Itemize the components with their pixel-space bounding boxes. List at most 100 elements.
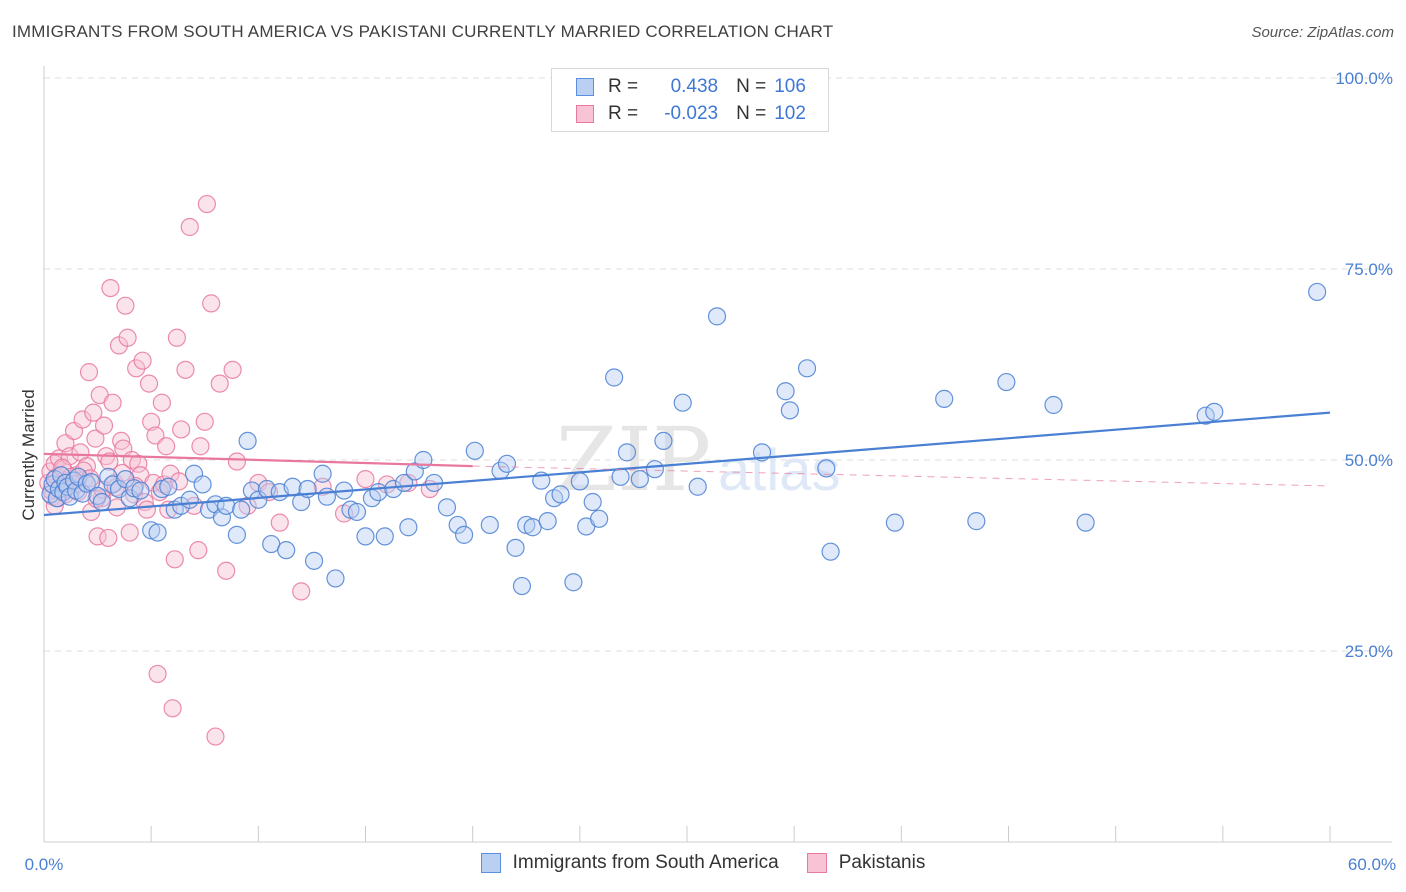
point-pakistanis [163, 699, 182, 718]
point-south-america [347, 502, 367, 522]
point-pakistanis [73, 410, 92, 429]
point-pakistanis [127, 359, 146, 378]
point-south-america [480, 515, 499, 535]
point-south-america [375, 527, 394, 546]
legend-label: Pakistanis [838, 852, 926, 873]
watermark-atlas: atlas [718, 438, 841, 503]
x-tick-label: 60.0% [1348, 855, 1396, 874]
stats-row-south-america: R = 0.438 N = 106 [576, 74, 806, 100]
point-pakistanis [139, 374, 159, 393]
point-south-america [506, 538, 525, 557]
chart-title: IMMIGRANTS FROM SOUTH AMERICA VS PAKISTA… [12, 22, 834, 41]
point-south-america [997, 372, 1016, 392]
point-pakistanis [118, 328, 137, 347]
legend-swatch-south-america [480, 853, 501, 873]
tick-labels: 25.0% 50.0% 75.0% 100.0% 0.0% 60.0% [25, 69, 1396, 874]
point-south-america [148, 523, 167, 542]
point-pakistanis [99, 528, 118, 548]
point-south-america [313, 464, 332, 483]
legend-item-pakistanis[interactable]: Pakistanis [806, 852, 926, 874]
point-pakistanis [189, 541, 208, 560]
point-south-america [821, 542, 840, 561]
legend-item-south-america[interactable]: Immigrants from South America [480, 852, 779, 874]
stats-swatch-pakistanis [576, 105, 594, 123]
point-pakistanis [210, 374, 229, 393]
point-south-america [399, 518, 418, 537]
point-pakistanis [103, 393, 122, 412]
point-south-america [583, 492, 602, 512]
point-pakistanis [197, 194, 216, 214]
point-south-america [605, 368, 624, 387]
stats-row-pakistanis: R = -0.023 N = 102 [576, 101, 806, 127]
point-south-america [817, 459, 836, 478]
point-south-america [654, 431, 673, 450]
point-south-america [551, 485, 570, 504]
point-pakistanis [157, 437, 176, 456]
point-pakistanis [120, 523, 139, 542]
point-south-america [611, 467, 630, 486]
point-south-america [369, 482, 388, 502]
point-pakistanis [172, 420, 191, 439]
point-pakistanis [100, 452, 119, 471]
point-south-america [707, 307, 727, 326]
point-south-america [1044, 395, 1063, 415]
point-south-america [193, 475, 212, 494]
y-tick-label: 100.0% [1335, 69, 1393, 88]
point-south-america [277, 541, 296, 560]
point-south-america [437, 498, 457, 517]
point-pakistanis [176, 360, 195, 379]
point-south-america [356, 527, 375, 546]
point-pakistanis [227, 452, 246, 471]
y-axis-title: Currently Married [19, 389, 38, 520]
point-pakistanis [101, 279, 120, 298]
point-south-america [688, 477, 707, 496]
point-south-america [159, 477, 178, 496]
point-south-america [885, 513, 905, 532]
n-value: 106 [774, 76, 806, 97]
point-south-america [538, 512, 557, 531]
point-south-america [1205, 402, 1224, 421]
point-pakistanis [86, 429, 105, 448]
point-south-america [564, 573, 583, 592]
point-south-america [317, 487, 337, 506]
point-pakistanis [167, 328, 186, 347]
point-south-america [1196, 406, 1215, 425]
legend-label: Immigrants from South America [512, 852, 779, 873]
point-south-america [326, 569, 345, 588]
point-south-america [1308, 282, 1327, 302]
point-south-america [232, 500, 251, 519]
point-south-america [180, 490, 199, 509]
r-value: -0.023 [664, 103, 719, 124]
y-tick-label: 75.0% [1345, 260, 1393, 279]
point-south-america [497, 454, 517, 473]
point-south-america [454, 525, 474, 544]
r-label: R = [608, 76, 639, 97]
watermark: ZIP atlas [556, 408, 841, 511]
point-south-america [590, 509, 609, 528]
legend-swatch-pakistanis [806, 853, 827, 873]
point-pakistanis [165, 550, 184, 569]
gridlines [44, 77, 1392, 652]
trend-south-america [43, 411, 1331, 517]
stats-swatch-south-america [576, 78, 594, 96]
point-south-america [630, 470, 649, 489]
point-pakistanis [137, 500, 156, 519]
point-pakistanis [146, 426, 165, 445]
point-south-america [304, 551, 324, 570]
point-pakistanis [116, 296, 135, 315]
point-pakistanis [84, 403, 103, 422]
point-south-america [935, 389, 954, 408]
data-points [39, 194, 1327, 746]
point-south-america [448, 515, 467, 535]
point-south-america [776, 382, 795, 401]
point-south-america [465, 441, 484, 460]
point-pakistanis [148, 664, 167, 684]
point-pakistanis [133, 351, 152, 370]
point-south-america [780, 401, 799, 420]
point-south-america [570, 472, 589, 491]
point-south-america [1076, 513, 1095, 532]
point-south-america [283, 477, 302, 496]
point-pakistanis [195, 412, 214, 431]
y-tick-label: 50.0% [1345, 451, 1393, 470]
point-pakistanis [191, 437, 210, 456]
